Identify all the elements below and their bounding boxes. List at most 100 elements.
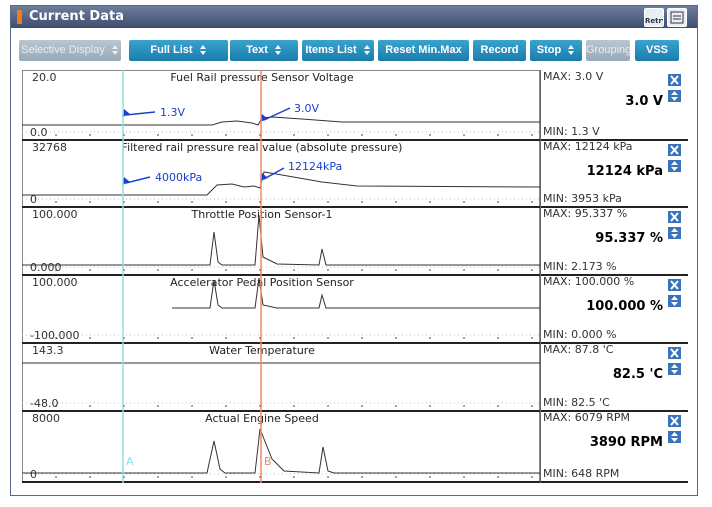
axis-bottom-label: 0 [30, 193, 37, 206]
order-button[interactable] [668, 363, 681, 375]
window-title: Current Data [29, 9, 124, 24]
max-label: MAX: 3.0 V [543, 70, 604, 83]
current-value: 95.337 % [595, 231, 663, 246]
order-icon [671, 364, 678, 374]
max-label: MAX: 6079 RPM [543, 411, 631, 424]
current-value: 82.5 'C [612, 367, 663, 382]
toolbar-button: Selective Display [19, 40, 121, 61]
close-button[interactable] [668, 144, 681, 156]
min-label: MIN: 1.3 V [543, 125, 600, 138]
max-label: MAX: 12124 kPa [543, 140, 633, 153]
button-label: Selective Display [21, 44, 105, 56]
button-label: VSS [645, 44, 668, 56]
max-label: MAX: 100.000 % [543, 275, 635, 288]
toolbar-button[interactable]: Text [230, 40, 298, 61]
close-button[interactable] [668, 415, 681, 427]
order-arrows [671, 161, 678, 171]
toolbar-button[interactable]: Stop [530, 40, 582, 61]
retry-button[interactable]: Retry [644, 8, 664, 27]
close-cross [670, 348, 679, 358]
min-label: MIN: 2.173 % [543, 260, 617, 273]
close-cross [670, 212, 679, 222]
trace [22, 116, 540, 126]
arrow-head [260, 114, 268, 122]
max-label: MAX: 87.8 'C [543, 343, 614, 356]
dropdown-icon [111, 45, 118, 56]
panel-title: Accelerator Pedal Position Sensor [170, 276, 354, 289]
min-label: MIN: 648 RPM [543, 467, 620, 480]
close-button[interactable] [668, 211, 681, 223]
current-value: 3890 RPM [589, 435, 663, 450]
axis-top-label: 20.0 [32, 71, 57, 84]
toolbar-button[interactable]: VSS [635, 40, 679, 61]
dropdown-arrows [363, 45, 370, 56]
panel-divider [540, 139, 688, 141]
panel-divider [540, 274, 688, 276]
close-button[interactable] [668, 347, 681, 359]
max-label: MAX: 95.337 % [543, 207, 628, 220]
panel-divider [540, 481, 688, 483]
title-icon [17, 10, 22, 24]
cursor-label: A [126, 455, 134, 468]
order-button[interactable] [668, 431, 681, 443]
toolbar-button[interactable]: Reset Min.Max [378, 40, 469, 61]
min-label: MIN: 82.5 'C [543, 396, 610, 409]
annotation-arrow [263, 167, 285, 180]
close-cross [670, 280, 679, 290]
close-button[interactable] [668, 279, 681, 291]
panel-divider [540, 410, 688, 412]
button-label: Items List [305, 44, 357, 56]
trace [22, 171, 540, 196]
toolbar-button[interactable]: Record [473, 40, 526, 61]
close-cross [670, 145, 679, 155]
dropdown-icon [274, 45, 281, 56]
button-label: Record [480, 44, 519, 56]
graph-area: 20.0 0.0 Fuel Rail pressure Sensor Voltage… [22, 70, 540, 483]
annotation-arrow [125, 111, 156, 116]
order-button[interactable] [668, 295, 681, 307]
order-icon [671, 228, 678, 238]
close-cross [670, 416, 679, 426]
axis-top-label: 32768 [32, 141, 67, 154]
arrow-head [260, 173, 268, 181]
toolbar-button[interactable]: Items List [302, 40, 374, 61]
arrow-head [122, 177, 130, 185]
dropdown-icon [363, 45, 370, 56]
toolbar-button[interactable]: Full List [129, 40, 228, 61]
panel-divider [540, 342, 688, 344]
annotation-label: 4000kPa [155, 171, 202, 184]
column-border [540, 70, 541, 483]
order-button[interactable] [668, 160, 681, 172]
current-value: 12124 kPa [586, 164, 663, 179]
toolbar-button: Grouping [586, 40, 631, 61]
axis-bottom-label: -100.000 [30, 329, 79, 342]
order-arrows [671, 432, 678, 442]
menu-icon [670, 11, 684, 24]
trace [22, 214, 540, 266]
min-label: MIN: 0.000 % [543, 328, 617, 341]
close-button[interactable] [668, 74, 681, 86]
min-label: MIN: 3953 kPa [543, 192, 622, 205]
title-bar: Current Data Retry [11, 6, 697, 28]
toolbar: Selective Display Full List Text Items List… [11, 28, 697, 68]
menu-button[interactable] [667, 8, 687, 27]
close-cross [670, 75, 679, 85]
order-icon [671, 432, 678, 442]
panel-divider [540, 206, 688, 208]
annotation-label: 3.0V [294, 102, 319, 115]
order-button[interactable] [668, 90, 681, 102]
current-value: 3.0 V [625, 94, 663, 109]
dropdown-arrows [274, 45, 281, 56]
retry-label: Retry [645, 17, 663, 25]
axis-top-label: 143.3 [32, 344, 64, 357]
close-icon [670, 75, 679, 85]
close-icon [670, 416, 679, 426]
button-label: Text [246, 44, 268, 56]
panel-title: Filtered rail pressure real value (absol… [122, 141, 403, 154]
close-icon [670, 212, 679, 222]
axis-bottom-label: -48.0 [30, 397, 58, 410]
axis-bottom-label: 0.000 [30, 261, 62, 274]
order-button[interactable] [668, 227, 681, 239]
axis-top-label: 100.000 [32, 208, 78, 221]
